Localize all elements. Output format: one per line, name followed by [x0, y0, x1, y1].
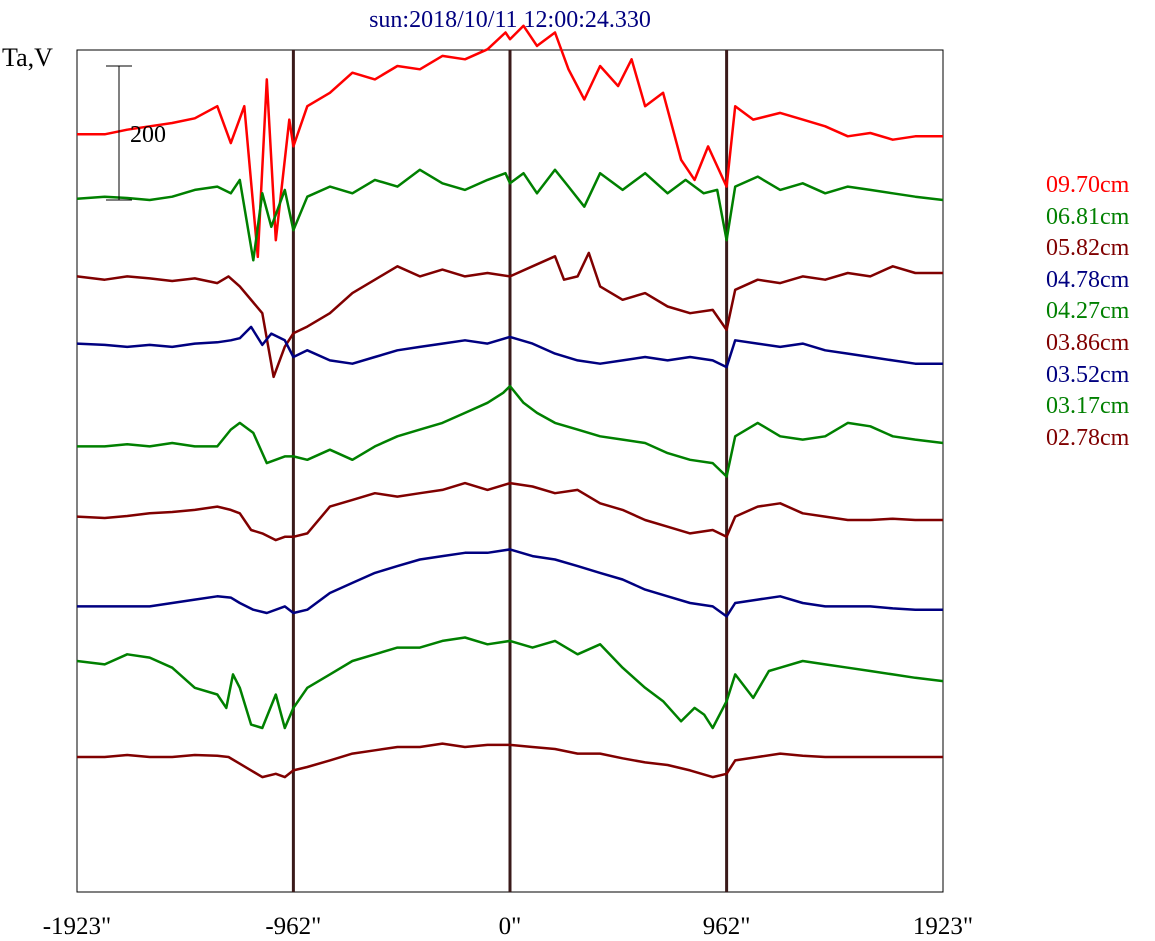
legend-item: 04.27cm [1046, 298, 1130, 325]
x-tick-label: 1923" [913, 913, 973, 940]
series-line-02.78cm [77, 742, 943, 779]
scale-bar-label: 200 [130, 122, 166, 148]
legend-item: 09.70cm [1046, 172, 1130, 198]
series-line-09.70cm [77, 24, 943, 259]
legend-item: 05.82cm [1046, 235, 1130, 262]
y-axis-label: Ta,V [2, 43, 53, 72]
chart-title: sun:2018/10/11 12:00:24.330 [369, 7, 651, 33]
x-tick-labels: -1923" -962" 0" 962" 1923" [43, 913, 973, 940]
series-line-06.81cm [76, 168, 944, 262]
reference-lines [291, 50, 729, 892]
series-layer [76, 24, 944, 779]
legend-item: 03.52cm [1046, 361, 1130, 388]
x-tick-label: 962" [703, 913, 751, 940]
series-line-03.52cm [77, 548, 943, 618]
legend-item: 03.86cm [1046, 329, 1130, 356]
series-line-03.86cm [76, 481, 943, 542]
legend-item: 03.17cm [1046, 393, 1130, 420]
legend-item: 04.78cm [1046, 266, 1130, 293]
scale-bar: 200 [106, 65, 166, 201]
series-line-05.82cm [76, 251, 943, 379]
series-line-03.17cm [76, 636, 944, 730]
x-tick-label: -962" [265, 913, 321, 940]
x-tick-label: -1923" [43, 913, 112, 940]
series-line-04.78cm [76, 325, 943, 369]
legend: 09.70cm 06.81cm 05.82cm 04.78cm 04.27cm 03.86… [1046, 170, 1129, 454]
x-tick-label: 0" [499, 913, 522, 940]
legend-item: 06.81cm [1046, 203, 1130, 230]
series-line-04.27cm [77, 384, 944, 478]
legend-item: 02.78cm [1046, 424, 1130, 451]
